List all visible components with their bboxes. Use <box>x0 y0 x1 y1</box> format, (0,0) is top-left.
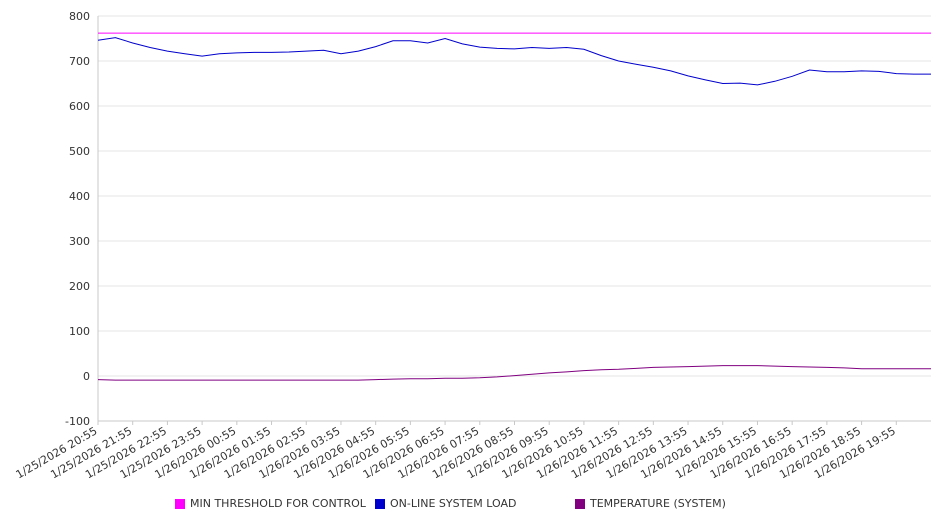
y-tick-label: 100 <box>69 325 90 338</box>
y-tick-label: 0 <box>83 370 90 383</box>
legend-item: ON-LINE SYSTEM LOAD <box>375 497 516 510</box>
legend-item: MIN THRESHOLD FOR CONTROL <box>175 497 366 510</box>
y-tick-label: 300 <box>69 235 90 248</box>
y-tick-label: 500 <box>69 145 90 158</box>
legend-item: TEMPERATURE (SYSTEM) <box>575 497 726 510</box>
legend-label: ON-LINE SYSTEM LOAD <box>390 497 517 510</box>
legend: MIN THRESHOLD FOR CONTROL ON-LINE SYSTEM … <box>0 497 946 515</box>
legend-label: MIN THRESHOLD FOR CONTROL <box>190 497 366 510</box>
series-lines <box>97 32 931 381</box>
y-tick-label: 700 <box>69 55 90 68</box>
grid-lines <box>98 15 931 422</box>
x-axis-ticks: 1/25/2026 20:551/25/2026 21:551/25/2026 … <box>14 421 898 481</box>
y-tick-label: -100 <box>65 415 90 428</box>
y-tick-label: 800 <box>69 10 90 23</box>
legend-swatch <box>575 498 585 509</box>
line-chart: -100 0 100 200 300 400 500 600 700 800 1/25/2026 … <box>14 10 931 481</box>
legend-label: TEMPERATURE (SYSTEM) <box>590 497 726 510</box>
series-line-2 <box>97 37 931 86</box>
series-line-3 <box>97 365 931 381</box>
legend-swatch <box>175 498 185 509</box>
axes <box>97 16 931 422</box>
y-tick-label: 600 <box>69 100 90 113</box>
y-tick-label: 400 <box>69 190 90 203</box>
y-axis-ticks: -100 0 100 200 300 400 500 600 700 800 <box>65 10 90 428</box>
legend-swatch <box>375 498 385 509</box>
y-tick-label: 200 <box>69 280 90 293</box>
